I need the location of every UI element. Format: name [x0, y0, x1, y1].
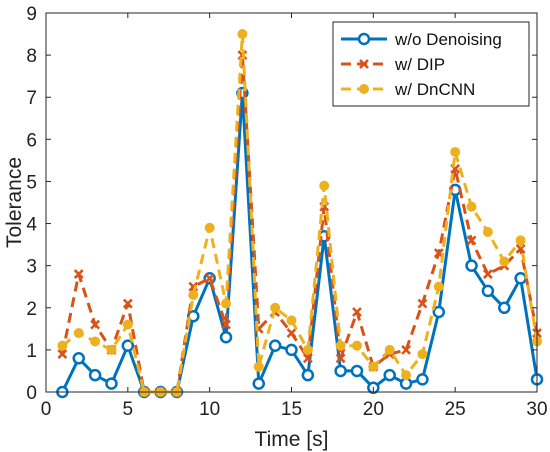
data-point — [433, 281, 444, 292]
y-tick-label: 2 — [26, 299, 37, 320]
data-point — [416, 373, 429, 386]
data-point — [57, 349, 68, 360]
legend-label: w/ DIP — [394, 55, 445, 74]
data-point — [319, 180, 330, 191]
y-tick-label: 9 — [26, 4, 37, 25]
data-point — [466, 235, 477, 246]
data-point — [417, 349, 428, 360]
y-tick-label: 6 — [26, 130, 37, 151]
data-point — [302, 344, 313, 355]
data-point — [285, 343, 298, 357]
x-tick-label: 15 — [281, 399, 302, 420]
data-point — [204, 273, 215, 284]
y-tick-label: 5 — [26, 172, 37, 193]
y-tick-label: 0 — [26, 383, 37, 404]
data-point — [301, 368, 315, 382]
data-point — [499, 256, 510, 267]
data-point — [335, 353, 346, 364]
data-point — [466, 201, 477, 212]
data-point — [302, 353, 313, 364]
data-point — [253, 361, 264, 372]
axes: 0 5 10 15 20 25 30 0 1 2 3 4 5 6 7 8 9 — [26, 4, 547, 420]
data-point — [221, 319, 231, 330]
data-point — [401, 370, 412, 381]
legend-marker — [359, 84, 369, 94]
data-point — [351, 340, 362, 351]
legend-marker — [357, 32, 371, 46]
x-tick-label: 20 — [363, 399, 384, 420]
data-point — [432, 305, 446, 319]
data-point — [73, 269, 84, 280]
data-point — [268, 339, 282, 352]
data-point — [252, 377, 266, 390]
data-point — [482, 226, 493, 237]
data-point — [450, 146, 461, 157]
data-point — [105, 377, 118, 390]
series-layer — [56, 29, 544, 399]
data-point — [237, 29, 248, 40]
data-point — [286, 315, 297, 326]
data-point — [498, 301, 511, 315]
x-tick-label: 0 — [41, 399, 52, 420]
data-point — [188, 290, 199, 301]
data-point — [482, 269, 493, 280]
legend-item: w/ DIP — [341, 55, 445, 74]
data-point — [465, 259, 478, 272]
data-point — [122, 298, 133, 309]
data-point — [270, 302, 281, 313]
data-point — [57, 340, 68, 351]
y-tick-label: 8 — [26, 46, 37, 67]
legend: w/o Denoising w/ DIP w/ DnCNN — [332, 21, 530, 107]
data-point — [90, 336, 101, 347]
data-point — [204, 222, 215, 233]
data-point — [90, 319, 101, 330]
data-point — [417, 298, 428, 309]
series-line — [60, 53, 539, 394]
series-2 — [57, 50, 542, 397]
data-point — [106, 344, 117, 355]
y-tick-label: 1 — [26, 341, 37, 362]
x-tick-label: 10 — [199, 399, 220, 420]
data-point — [335, 340, 346, 351]
data-point — [515, 243, 526, 254]
data-point — [383, 368, 396, 382]
data-point — [88, 368, 102, 382]
data-point — [219, 331, 233, 344]
data-point — [286, 328, 297, 338]
data-point — [401, 344, 411, 355]
data-point — [368, 361, 379, 372]
legend-item: w/ DnCNN — [341, 80, 475, 99]
y-tick-label: 3 — [26, 257, 37, 278]
data-point — [352, 307, 362, 317]
data-point — [384, 344, 395, 355]
legend-marker — [359, 59, 369, 69]
y-tick-label: 4 — [26, 215, 37, 236]
data-point — [73, 328, 84, 339]
x-tick-label: 25 — [445, 399, 466, 420]
data-point — [72, 352, 85, 365]
legend-label: w/ DnCNN — [394, 80, 475, 99]
data-point — [334, 364, 347, 378]
series-line — [61, 32, 539, 394]
legend-item: w/o Denoising — [341, 30, 502, 49]
y-axis-title: Tolerance — [3, 157, 26, 248]
data-point — [515, 235, 526, 246]
x-tick-label: 30 — [526, 399, 547, 420]
data-point — [122, 319, 133, 330]
x-tick-label: 5 — [123, 399, 134, 420]
legend-label: w/o Denoising — [394, 30, 502, 49]
data-point — [514, 272, 527, 285]
data-point — [350, 364, 364, 378]
x-axis-title: Time [s] — [255, 428, 329, 451]
data-point — [121, 339, 135, 352]
data-point — [481, 284, 495, 298]
y-tick-label: 7 — [26, 88, 37, 109]
data-point — [221, 298, 232, 309]
